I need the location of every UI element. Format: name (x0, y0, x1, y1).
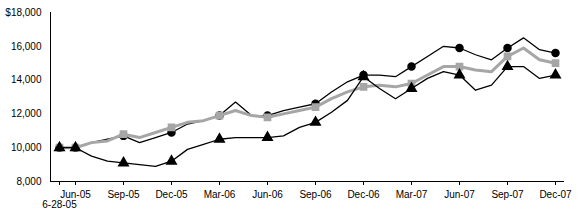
svg-text:Jun-05: Jun-05 (60, 189, 91, 200)
svg-text:6-28-05: 6-28-05 (42, 199, 77, 210)
svg-text:12,000: 12,000 (11, 108, 42, 119)
svg-text:Jun-06: Jun-06 (252, 189, 283, 200)
svg-text:Sep-05: Sep-05 (107, 189, 140, 200)
svg-text:Mar-06: Mar-06 (204, 189, 236, 200)
svg-text:Jun-07: Jun-07 (444, 189, 475, 200)
svg-text:Dec-06: Dec-06 (347, 189, 380, 200)
svg-text:14,000: 14,000 (11, 74, 42, 85)
svg-text:16,000: 16,000 (11, 41, 42, 52)
svg-text:Sep-06: Sep-06 (299, 189, 332, 200)
svg-text:Mar-07: Mar-07 (396, 189, 428, 200)
svg-text:Dec-05: Dec-05 (155, 189, 188, 200)
svg-text:Sep-07: Sep-07 (491, 189, 524, 200)
svg-text:10,000: 10,000 (11, 142, 42, 153)
svg-text:$18,000: $18,000 (5, 7, 42, 18)
svg-text:Dec-07: Dec-07 (539, 189, 572, 200)
svg-text:8,000: 8,000 (16, 176, 41, 187)
